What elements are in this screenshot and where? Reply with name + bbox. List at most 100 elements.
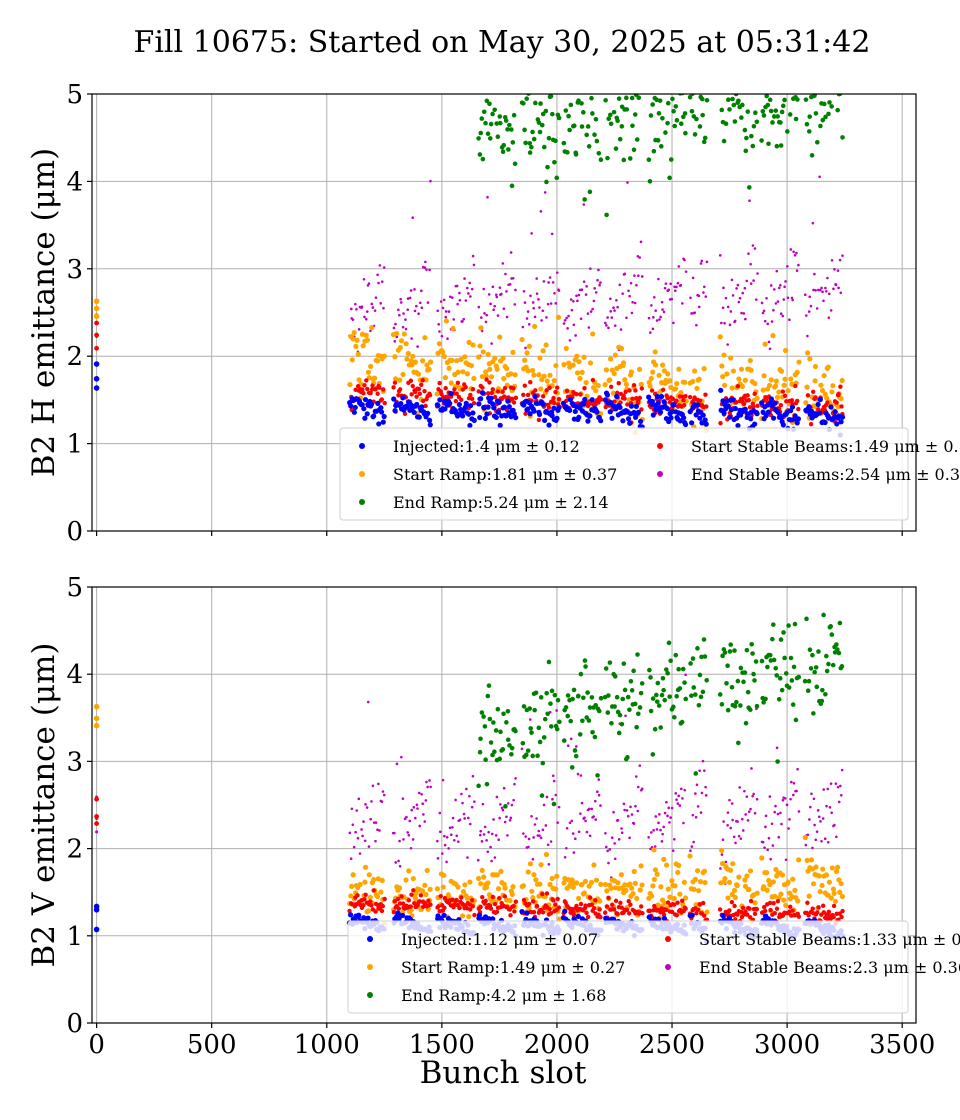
data-point	[93, 715, 100, 722]
data-point	[514, 288, 517, 292]
data-point	[675, 285, 678, 289]
data-point	[699, 811, 703, 814]
data-point	[563, 856, 567, 859]
data-point	[505, 290, 508, 293]
data-point	[838, 880, 844, 887]
data-point	[805, 900, 810, 905]
data-point	[423, 891, 429, 898]
data-point	[444, 310, 448, 313]
data-point	[501, 808, 505, 812]
data-point	[828, 806, 832, 809]
data-point	[652, 349, 658, 355]
data-point	[417, 391, 422, 396]
data-point	[795, 416, 802, 422]
data-point	[765, 409, 772, 415]
data-point	[806, 893, 812, 899]
data-point	[534, 85, 539, 90]
data-point	[690, 845, 694, 848]
data-point	[703, 392, 708, 397]
data-point	[751, 244, 755, 247]
data-point	[741, 679, 746, 685]
data-point	[455, 834, 458, 838]
data-point	[637, 274, 640, 278]
data-point	[696, 86, 701, 91]
data-point	[507, 907, 512, 912]
data-point	[812, 797, 816, 801]
data-point	[494, 834, 498, 837]
data-point	[587, 705, 593, 710]
data-point	[779, 312, 783, 316]
data-point	[562, 322, 566, 325]
data-point	[408, 907, 414, 913]
data-point	[724, 681, 729, 686]
data-point	[347, 381, 353, 388]
data-point	[484, 411, 490, 417]
data-point	[836, 650, 842, 656]
data-point	[551, 774, 555, 778]
data-point	[463, 817, 466, 820]
data-point	[413, 389, 418, 395]
data-point	[531, 301, 535, 304]
data-point	[505, 737, 511, 743]
data-point	[739, 837, 743, 840]
data-point	[551, 898, 556, 903]
data-point	[804, 857, 810, 863]
data-point	[505, 398, 511, 404]
data-point	[361, 391, 366, 396]
data-point	[665, 396, 670, 401]
data-point	[764, 887, 770, 893]
data-point	[441, 306, 445, 310]
data-point	[673, 837, 676, 841]
data-point	[823, 872, 830, 878]
data-point	[468, 281, 472, 285]
data-point	[377, 385, 382, 390]
data-point	[829, 865, 835, 871]
data-point	[810, 792, 813, 796]
data-point	[724, 398, 730, 404]
data-point	[611, 370, 617, 377]
data-point	[364, 411, 370, 417]
data-point	[661, 832, 664, 836]
data-point	[606, 116, 612, 122]
data-point	[483, 898, 488, 904]
data-point	[581, 354, 587, 360]
data-point	[614, 393, 620, 400]
data-point	[816, 649, 821, 654]
data-point	[615, 299, 618, 302]
data-point	[479, 867, 485, 874]
data-point	[578, 82, 583, 87]
data-point	[753, 247, 757, 250]
data-point	[610, 316, 614, 319]
data-point	[774, 673, 780, 678]
data-point	[554, 793, 558, 797]
data-point	[674, 792, 678, 795]
data-point	[575, 913, 581, 920]
data-point	[490, 832, 494, 836]
legend-label: End Ramp:4.2 μm ± 1.68	[401, 986, 606, 1005]
data-point	[466, 914, 472, 920]
data-point	[529, 144, 534, 150]
data-point	[726, 343, 729, 346]
data-point	[667, 378, 673, 384]
data-point	[482, 287, 486, 291]
data-point	[555, 385, 560, 390]
data-point	[656, 111, 662, 116]
data-point	[768, 907, 773, 913]
data-point	[580, 801, 584, 805]
data-point	[466, 339, 472, 345]
data-point	[669, 909, 675, 915]
data-point	[94, 345, 100, 351]
legend-item: Start Ramp:1.81 μm ± 0.37	[359, 465, 617, 484]
data-point	[492, 308, 495, 311]
data-point	[692, 132, 698, 137]
data-point	[520, 747, 524, 751]
data-point	[796, 914, 802, 919]
data-point	[402, 411, 408, 417]
data-point	[408, 378, 414, 383]
data-point	[617, 838, 621, 841]
data-point	[509, 745, 515, 751]
data-point	[574, 880, 580, 886]
data-point	[416, 414, 422, 420]
data-point	[636, 95, 642, 101]
data-point	[547, 881, 553, 888]
